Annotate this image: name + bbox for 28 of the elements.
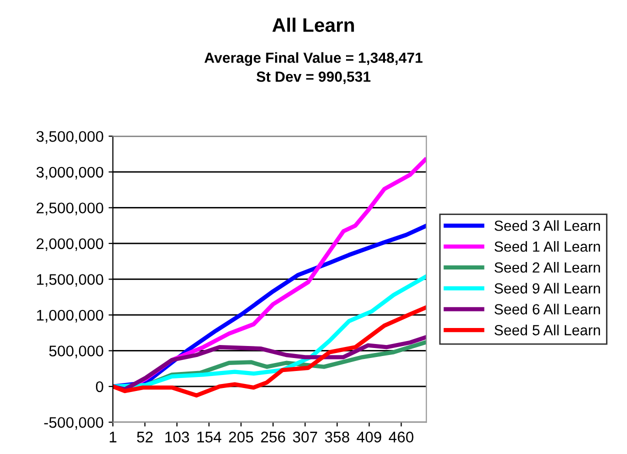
legend-label: Seed 1 All Learn — [494, 241, 600, 252]
y-tick-label: 2,500,000 — [36, 202, 104, 216]
x-tick-label: 103 — [165, 432, 190, 442]
legend-label: Seed 3 All Learn — [494, 220, 600, 231]
y-tick-label: 0 — [96, 381, 104, 392]
x-tick-label: 409 — [356, 432, 382, 442]
x-tick-label: 256 — [261, 432, 286, 442]
x-tick-label: 1 — [110, 432, 116, 442]
line-series — [112, 306, 426, 398]
chart-subtitle: Average Final Value = 1,348,471 St Dev = 990,531 — [204, 52, 422, 84]
x-tick-label: 205 — [229, 432, 254, 442]
legend-label: Seed 9 All Learn — [494, 282, 600, 294]
chart-title: All Learn — [272, 18, 354, 32]
legend-label: Seed 6 All Learn — [494, 304, 600, 314]
y-tick-label: 3,000,000 — [36, 166, 104, 180]
x-tick-label: 460 — [388, 432, 414, 442]
y-tick-label: 3,500,000 — [36, 131, 104, 144]
legend-label: Seed 2 All Learn — [494, 262, 600, 273]
legend-label: Seed 5 All Learn — [494, 324, 600, 336]
x-tick-label: 358 — [324, 432, 350, 442]
x-tick-label: 154 — [197, 432, 222, 442]
x-tick-label: 52 — [137, 432, 153, 442]
y-tick-label: 1,500,000 — [37, 274, 104, 287]
y-tick-label: 1,000,000 — [37, 310, 104, 322]
x-tick-label: 307 — [292, 432, 318, 442]
y-tick-label: 500,000 — [49, 346, 104, 358]
y-tick-label: 2,000,000 — [36, 238, 104, 251]
y-tick-label: -500,000 — [44, 417, 104, 430]
